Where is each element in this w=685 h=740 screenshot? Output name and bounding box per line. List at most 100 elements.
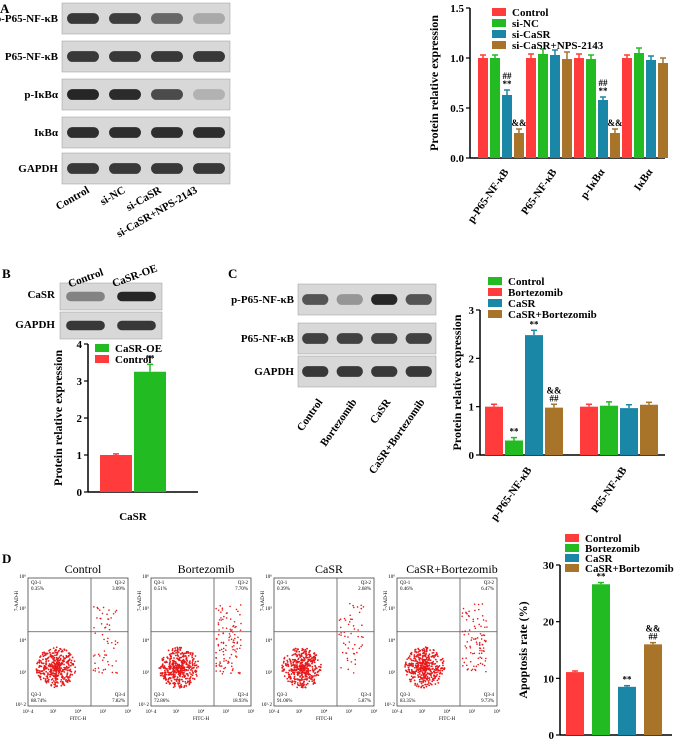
flow-x-tick: 10⁶ — [248, 709, 255, 715]
blot-label-a-0: p-P65-NF-κB — [0, 13, 59, 25]
blot-band — [405, 366, 432, 377]
quadrant-name: Q3-3 — [400, 693, 411, 698]
flow-y-tick: 10⁴ — [142, 638, 149, 644]
blot-band — [336, 294, 363, 305]
blot-label-b-0: CaSR — [27, 289, 56, 301]
legend-label: Control — [508, 276, 544, 288]
blot-band — [405, 294, 432, 305]
flow-y-tick: 10¹·2 — [261, 702, 272, 708]
legend-swatch — [492, 19, 506, 27]
blot-row-a-1 — [61, 40, 231, 73]
quadrant-name: Q3-3 — [154, 693, 165, 698]
blot-band — [151, 127, 183, 138]
flow-y-tick: 10⁶ — [142, 574, 149, 580]
legend-swatch — [488, 277, 502, 285]
flow-x-tick: 10⁴ — [444, 709, 451, 715]
quadrant-name: Q3-2 — [361, 581, 372, 586]
bar — [514, 133, 524, 158]
y-axis-label: Protein relative expression — [450, 314, 464, 450]
blot-band — [302, 366, 329, 377]
blot-row-b-0 — [59, 282, 163, 311]
bar — [580, 406, 598, 455]
bar — [545, 407, 563, 455]
lane-label-c-2: CaSR — [368, 396, 394, 426]
blot-band — [193, 13, 225, 24]
category-label: CaSR — [119, 511, 148, 523]
y-tick-label: 3 — [77, 376, 83, 388]
flow-y-tick: 10³ — [266, 670, 273, 676]
significance-mark: ** — [510, 427, 520, 437]
blot-band — [336, 333, 363, 344]
legend-label: CaSR+Bortezomib — [585, 563, 674, 575]
y-tick-label: 0 — [469, 450, 475, 462]
flow-x-tick: 10⁵ — [469, 709, 476, 715]
significance-mark: && — [646, 624, 661, 634]
y-tick-label: 2 — [77, 413, 83, 425]
y-axis-label: Apoptosis rate (%) — [516, 601, 530, 698]
legend-swatch — [565, 544, 579, 552]
blot-band — [193, 89, 225, 100]
quadrant-value: 72.86% — [154, 699, 169, 704]
flow-plot-1: Bortezomib Q3-10.51% Q3-27.70% Q3-372.86% Q3… — [138, 562, 255, 722]
flow-x-tick: 10⁵ — [346, 709, 353, 715]
blot-band — [302, 294, 329, 305]
significance-mark: ** — [597, 572, 607, 582]
flow-y-tick: 10⁶ — [388, 574, 395, 580]
blot-row-a-3 — [61, 116, 231, 149]
legend-label: Control — [512, 7, 548, 19]
blot-band — [109, 163, 141, 174]
blot-row-a-4 — [61, 152, 231, 185]
blot-row-a-2 — [61, 78, 231, 111]
flow-x-tick: 10³ — [419, 709, 426, 715]
bar — [622, 58, 632, 158]
blot-label-a-1: P65-NF-κB — [5, 51, 59, 63]
legend-swatch — [488, 288, 502, 296]
flow-y-tick: 10¹·2 — [138, 702, 149, 708]
flow-x-tick: 10¹·4 — [269, 709, 280, 715]
category-label: p-P65-NF-κB — [466, 166, 512, 225]
legend-swatch — [95, 344, 109, 352]
quadrant-name: Q3-2 — [484, 581, 495, 586]
blot-band — [109, 13, 141, 24]
legend-label: Bortezomib — [585, 543, 640, 555]
y-tick-label: 1 — [77, 450, 83, 462]
significance-mark: && — [608, 118, 623, 128]
quadrant-value: 83.35% — [400, 699, 415, 704]
quadrant-value: 0.51% — [154, 587, 167, 592]
flow-title: CaSR — [315, 562, 343, 576]
bar — [485, 406, 503, 455]
flow-x-tick: 10⁴ — [198, 709, 205, 715]
y-tick-label: 0.5 — [450, 103, 464, 115]
blot-band — [302, 333, 329, 344]
blot-band — [193, 127, 225, 138]
y-tick-label: 0.0 — [450, 153, 464, 165]
flow-plot-2: CaSR Q3-10.39% Q3-22.68% Q3-391.06% Q3-45.87… — [261, 562, 378, 722]
blot-band — [151, 13, 183, 24]
y-tick-label: 20 — [543, 617, 555, 629]
chart-panel-d: 0 10 20 30 Apoptosis rate (%) ** ** ##&& Control… — [516, 533, 674, 740]
chart-panel-b: 0 1 2 3 4 Protein relative expression CaSR **Ca… — [51, 339, 198, 523]
category-label: p-IκBα — [578, 166, 608, 201]
y-tick-label: 30 — [543, 560, 555, 572]
flow-events — [35, 606, 119, 689]
y-tick-label: 4 — [77, 339, 83, 351]
blot-row-c-2 — [297, 355, 437, 388]
legend-label: Bortezomib — [508, 287, 563, 299]
bar — [505, 440, 523, 455]
quadrant-value: 7.82% — [112, 699, 125, 704]
significance-mark: ## — [550, 393, 560, 403]
blot-band — [67, 89, 99, 100]
blot-label-c-1: P65-NF-κB — [241, 333, 295, 345]
legend-label: CaSR — [585, 553, 614, 565]
legend-swatch — [492, 41, 506, 49]
flow-y-tick: 10⁴ — [265, 638, 272, 644]
bar — [550, 55, 560, 158]
flow-y-label: 7-AAD-H — [384, 591, 389, 612]
y-tick-label: 0 — [77, 487, 83, 499]
blot-band — [109, 127, 141, 138]
legend-label: si-CaSR+NPS-2143 — [512, 40, 604, 52]
bar — [100, 455, 132, 492]
panel-label-a: A — [0, 1, 10, 16]
bar — [566, 672, 584, 735]
quadrant-name: Q3-1 — [277, 581, 288, 586]
